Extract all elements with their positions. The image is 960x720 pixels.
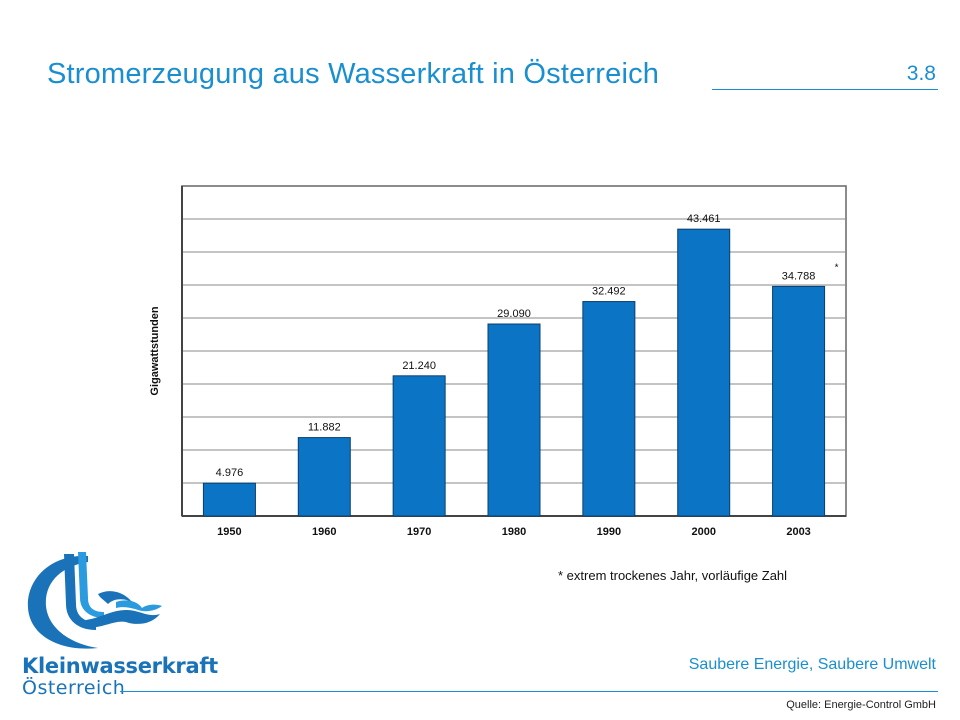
kleinwasserkraft-logo [27, 552, 162, 649]
bar-2003 [772, 285, 826, 517]
bar-2000 [677, 228, 731, 517]
bar-1960 [297, 437, 351, 517]
bar-1990 [582, 301, 636, 517]
chart-x-labels: 1950 1960 1970 1980 1990 2000 2003 [217, 526, 811, 538]
logo-subtitle: Österreich [22, 677, 126, 699]
page-title: Stromerzeugung aus Wasserkraft in Österr… [47, 58, 660, 90]
slide-number: 3.8 [906, 62, 936, 85]
x-tick-label-1980: 1980 [502, 526, 526, 538]
bar-chart: 4.976 11.882 21.240 29.090 32.492 43.461 34.78… [149, 185, 847, 538]
bar-1970 [392, 375, 446, 517]
title-rule [712, 89, 938, 90]
value-label-2000: 43.461 [687, 213, 721, 225]
x-tick-label-1960: 1960 [312, 526, 336, 538]
x-tick-label-2000: 2000 [691, 526, 715, 538]
chart-value-labels: 4.976 11.882 21.240 29.090 32.492 43.461 34.78… [216, 213, 839, 479]
x-tick-label-1970: 1970 [407, 526, 431, 538]
chart-bars [202, 228, 826, 517]
bar-1950 [202, 482, 256, 517]
x-tick-label-1950: 1950 [217, 526, 241, 538]
bar-1980 [487, 323, 541, 517]
value-label-2003: 34.788 [782, 270, 816, 282]
value-label-1990: 32.492 [592, 286, 626, 298]
source-credit: Quelle: Energie-Control GmbH [786, 699, 936, 711]
value-label-1950: 4.976 [216, 467, 244, 479]
footer-rule [120, 691, 938, 692]
x-tick-label-1990: 1990 [597, 526, 621, 538]
y-axis-label: Gigawattstunden [149, 306, 161, 396]
value-label-1970: 21.240 [402, 360, 436, 372]
value-label-1960: 11.882 [308, 422, 341, 434]
x-tick-label-2003: 2003 [786, 526, 810, 538]
annotation-asterisk: * [835, 262, 839, 273]
footer-slogan: Saubere Energie, Saubere Umwelt [688, 656, 936, 673]
logo-name: Kleinwasserkraft [22, 654, 218, 678]
chart-footnote: * extrem trockenes Jahr, vorläufige Zahl [558, 568, 788, 583]
value-label-1980: 29.090 [497, 308, 531, 320]
